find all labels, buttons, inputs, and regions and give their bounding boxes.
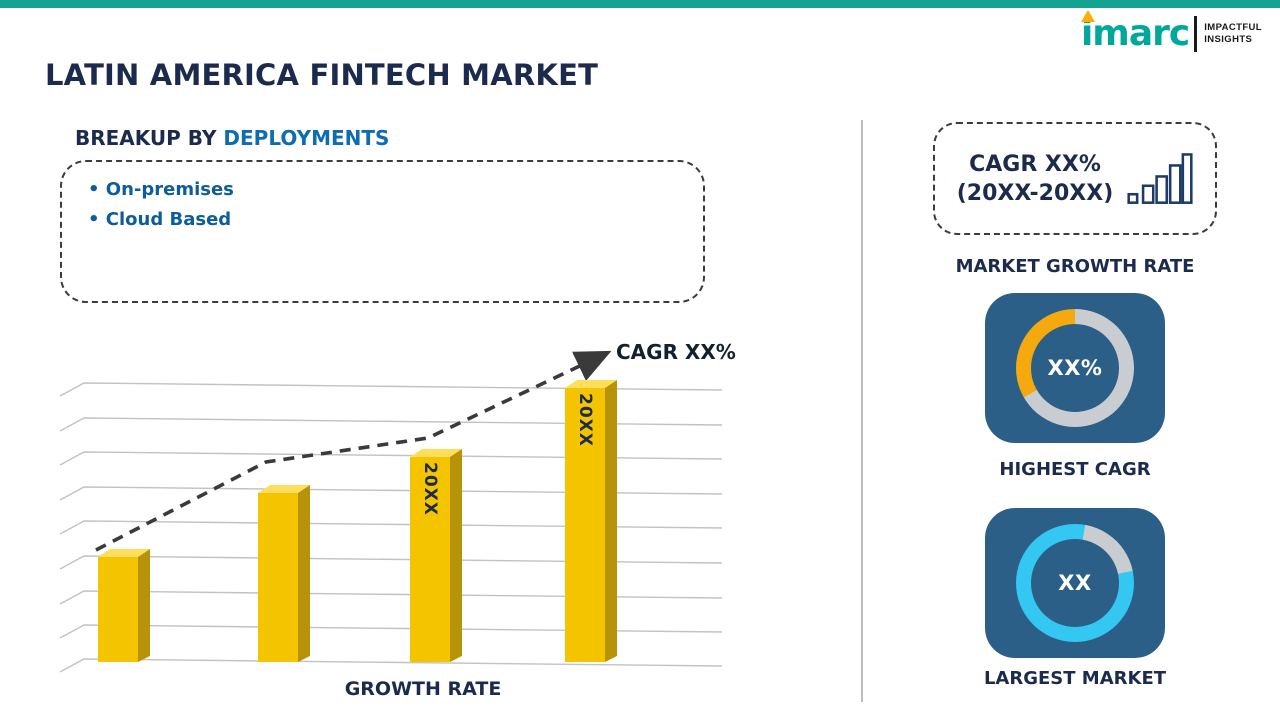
- x-axis-label: GROWTH RATE: [344, 678, 502, 700]
- logo-tagline-line1: IMPACTFUL: [1204, 22, 1262, 33]
- logo-tagline: IMPACTFUL INSIGHTS: [1204, 22, 1262, 46]
- page-title: LATIN AMERICA FINTECH MARKET: [45, 58, 599, 92]
- breakup-items-box: On-premises Cloud Based: [60, 160, 705, 303]
- imarc-logo: imarc IMPACTFUL INSIGHTS: [1080, 10, 1262, 54]
- breakup-title-accent: DEPLOYMENTS: [223, 126, 390, 150]
- cagr-box-line2: (20XX-20XX): [956, 180, 1114, 206]
- donut-hole: [1031, 539, 1119, 627]
- donut-hole: [1031, 324, 1119, 412]
- highest-cagr-donut-chart: XX%: [1016, 309, 1134, 427]
- logo-tagline-line2: INSIGHTS: [1204, 34, 1253, 45]
- donut-value: XX: [1058, 571, 1092, 595]
- largest-market-donut-chart: XX: [1016, 524, 1134, 642]
- cagr-annotation: CAGR XX%: [616, 340, 736, 364]
- bar-label: 20XX: [575, 393, 595, 447]
- imarc-brand-text: imarc: [1080, 10, 1190, 54]
- bar-chart-icon: [1127, 152, 1193, 204]
- cagr-box-line1: CAGR XX%: [969, 151, 1101, 177]
- list-item: Cloud Based: [88, 205, 693, 235]
- gridlines: [60, 382, 723, 673]
- market-growth-rate-label: MARKET GROWTH RATE: [955, 256, 1195, 277]
- cagr-box: CAGR XX% (20XX-20XX): [933, 122, 1217, 235]
- bar: [98, 549, 150, 662]
- bar-label: 20XX: [420, 462, 440, 516]
- list-item: On-premises: [88, 175, 693, 205]
- imarc-flame-icon: [1080, 10, 1095, 22]
- breakup-items-list: On-premises Cloud Based: [88, 175, 693, 235]
- bar: [258, 485, 310, 662]
- breakup-title-prefix: BREAKUP BY: [75, 126, 224, 150]
- bar: 20XX: [565, 380, 617, 662]
- growth-rate-bar-chart: 20XX 20XX CAGR XX%: [60, 338, 750, 674]
- top-accent-bar: [0, 0, 1280, 8]
- imarc-brand-label: imarc: [1080, 13, 1190, 54]
- largest-market-tile: XX: [985, 508, 1165, 658]
- highest-cagr-tile: XX%: [985, 293, 1165, 443]
- logo-divider: [1194, 16, 1198, 52]
- vertical-divider: [861, 120, 863, 702]
- bar: 20XX: [410, 449, 462, 662]
- donut-value: XX%: [1047, 356, 1103, 380]
- breakup-section-title: BREAKUP BY DEPLOYMENTS: [75, 126, 389, 150]
- cagr-box-text: CAGR XX% (20XX-20XX): [957, 150, 1114, 208]
- largest-market-label: LARGEST MARKET: [983, 668, 1167, 689]
- highest-cagr-label: HIGHEST CAGR: [999, 459, 1151, 480]
- trend-arrow: [95, 350, 612, 552]
- chart-gridlines-and-trendline: [60, 350, 723, 673]
